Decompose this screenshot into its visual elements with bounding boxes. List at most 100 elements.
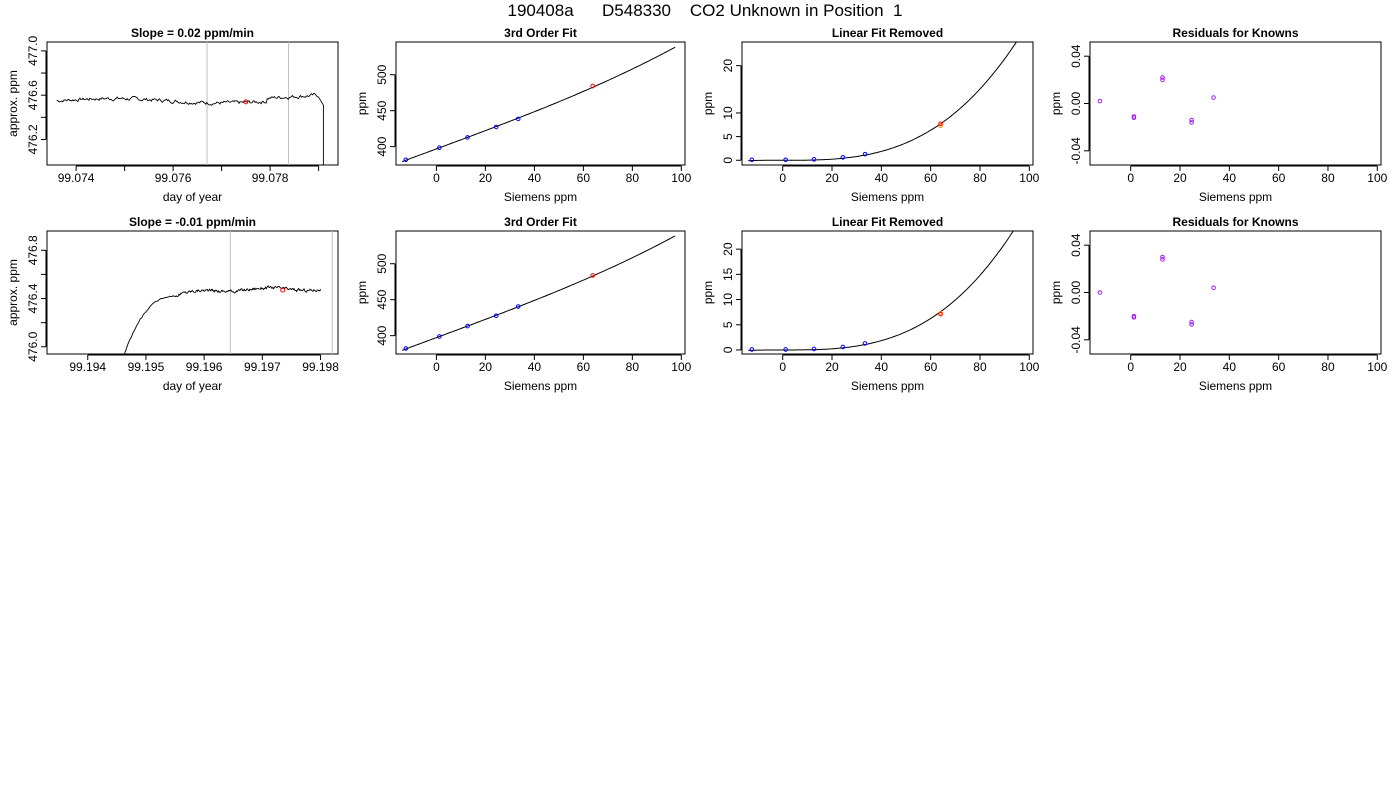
x-tick-label: 80 [1321, 171, 1335, 185]
known-point [515, 116, 521, 122]
x-tick-label: 20 [1173, 171, 1187, 185]
plot-frame [46, 41, 339, 166]
plot-frame [741, 230, 1034, 355]
y-tick-label: 400 [375, 325, 389, 345]
y-tick-label: 476.8 [26, 235, 40, 265]
x-axis-label: Siemens ppm [1199, 190, 1272, 204]
x-tick-label: 99.195 [128, 360, 165, 374]
known-point-alt [1160, 257, 1165, 262]
x-tick-label: 100 [1367, 360, 1387, 374]
x-tick-label: 20 [825, 360, 839, 374]
y-tick-label: 0.00 [1069, 280, 1083, 304]
x-tick-label: 80 [626, 360, 640, 374]
known-point [811, 157, 817, 162]
x-tick-label: 100 [1367, 171, 1387, 185]
r2-timeseries-panel: Slope = -0.01 ppm/min 99.194 99.195 99.196 9… [6, 215, 339, 393]
y-axis-label: ppm [355, 281, 369, 304]
y-tick-label: 20 [721, 242, 735, 256]
known-point [1131, 313, 1137, 319]
x-tick-label: 40 [528, 360, 542, 374]
chart-title: Slope = -0.01 ppm/min [129, 215, 256, 229]
r1-timeseries-panel: Slope = 0.02 ppm/min 99.074 99.076 99.078 47… [6, 26, 339, 204]
known-point [493, 313, 499, 319]
x-tick-label: 99.078 [252, 171, 289, 185]
fit-curve [401, 235, 676, 351]
plot-frame [395, 41, 686, 166]
known-point [1097, 290, 1103, 295]
x-tick-label: 0 [433, 171, 440, 185]
known-point-alt [1189, 117, 1194, 123]
x-tick-label: 80 [973, 360, 987, 374]
y-axis-label: ppm [701, 92, 715, 115]
plot-data [748, 231, 1014, 352]
y-tick-label: 5 [721, 321, 735, 328]
y-tick-label: -0.04 [1069, 326, 1083, 354]
x-tick-label: 40 [875, 360, 889, 374]
x-axis-label: Siemens ppm [1199, 379, 1272, 393]
unknown-point [590, 83, 595, 89]
y-tick-label: 476.0 [26, 331, 40, 361]
known-point [1211, 95, 1216, 100]
chart-title: Slope = 0.02 ppm/min [131, 26, 254, 40]
r1-linear-removed-panel: Linear Fit Removed 0 20 40 60 80 100 0 5 10 20 Siem… [701, 26, 1040, 204]
r2-fit-panel: 3rd Order Fit 0 20 40 60 80 100 400 450 500 Siemen… [355, 215, 692, 393]
known-point [1189, 120, 1194, 125]
y-tick-label: 476.6 [26, 80, 40, 110]
y-axis-label: approx. ppm [6, 70, 20, 137]
known-point [1131, 115, 1137, 120]
known-point [783, 347, 788, 352]
x-tick-label: 99.074 [58, 171, 95, 185]
known-point [465, 323, 470, 329]
known-point-alt [1189, 322, 1194, 327]
plot-data [56, 42, 324, 165]
known-point [1160, 75, 1165, 80]
plot-frame [1089, 230, 1382, 355]
unknown-point [938, 311, 943, 317]
known-point [749, 347, 755, 352]
chart-title: Linear Fit Removed [832, 26, 943, 40]
x-tick-label: 99.194 [69, 360, 106, 374]
x-tick-label: 80 [626, 171, 640, 185]
x-tick-label: 60 [924, 360, 938, 374]
known-point [1211, 285, 1216, 291]
chart-title: Residuals for Knowns [1172, 26, 1298, 40]
y-tick-label: 0.04 [1069, 44, 1083, 68]
x-tick-label: 40 [1223, 171, 1237, 185]
x-tick-label: 80 [1321, 360, 1335, 374]
r2-residuals-panel: Residuals for Knowns 0 20 40 60 80 100 -0.04 0.0… [1049, 215, 1388, 393]
y-tick-label: 10 [721, 293, 735, 307]
known-point [840, 155, 846, 160]
y-tick-label: 0.00 [1069, 91, 1083, 115]
x-axis-label: day of year [163, 379, 222, 393]
y-tick-label: -0.04 [1069, 137, 1083, 165]
known-point [437, 334, 442, 339]
x-tick-label: 0 [1127, 171, 1134, 185]
y-axis-label: ppm [1049, 281, 1063, 304]
plot-data [748, 42, 1017, 163]
y-tick-label: 476.4 [26, 283, 40, 313]
x-tick-label: 20 [825, 171, 839, 185]
plot-data [401, 235, 676, 351]
x-tick-label: 60 [577, 171, 591, 185]
page-title: 190408a D548330 CO2 Unknown in Position … [507, 1, 903, 20]
fit-curve [748, 42, 1017, 162]
r1-residuals-panel: Residuals for Knowns 0 20 40 60 80 100 -0.04 0.0… [1049, 26, 1388, 204]
x-axis-label: Siemens ppm [851, 379, 924, 393]
series-line [123, 285, 321, 354]
chart-title: 3rd Order Fit [504, 26, 577, 40]
x-tick-label: 40 [1223, 360, 1237, 374]
x-tick-label: 99.198 [302, 360, 339, 374]
plot-frame [741, 41, 1034, 166]
y-tick-label: 0 [721, 157, 735, 164]
plot-data [401, 46, 676, 163]
y-tick-label: 450 [375, 289, 389, 309]
y-tick-label: 20 [721, 59, 735, 73]
chart-title: Residuals for Knowns [1172, 215, 1298, 229]
series-line [56, 93, 324, 165]
y-tick-label: 450 [375, 100, 389, 120]
unknown-point-alt [938, 123, 943, 129]
fit-curve [748, 231, 1014, 351]
known-point [1160, 254, 1165, 260]
known-point [1097, 98, 1103, 104]
unknown-point [590, 273, 595, 278]
